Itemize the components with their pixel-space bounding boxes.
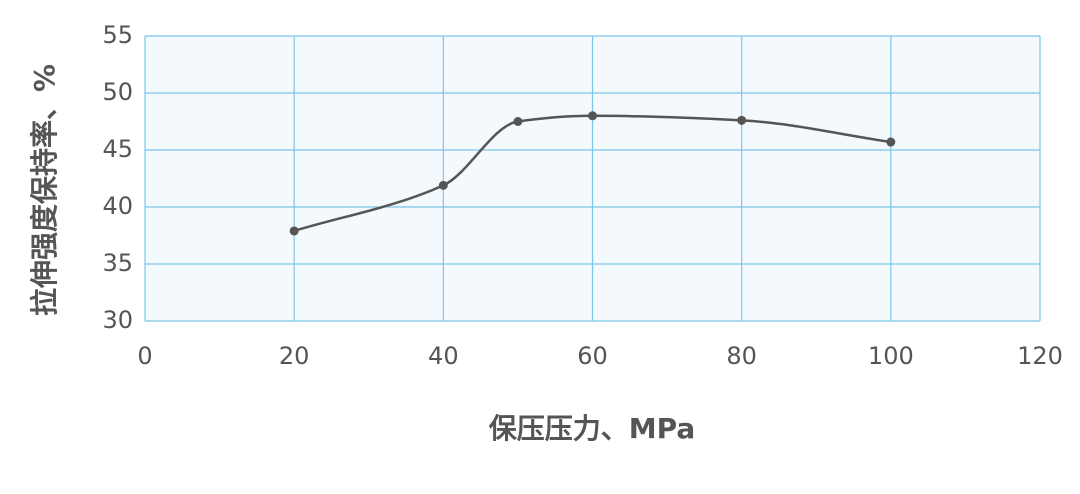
- x-tick-label: 20: [279, 342, 310, 370]
- y-tick-label: 45: [102, 135, 133, 163]
- x-tick-label: 60: [577, 342, 608, 370]
- x-axis-title: 保压压力、MPa: [489, 412, 696, 445]
- x-tick-label: 80: [726, 342, 757, 370]
- x-tick-label: 120: [1017, 342, 1063, 370]
- y-tick-label: 50: [102, 78, 133, 106]
- y-tick-label: 55: [102, 21, 133, 49]
- y-tick-label: 40: [102, 192, 133, 220]
- data-point: [289, 226, 299, 236]
- y-axis-title: 拉伸强度保持率、%: [28, 64, 61, 316]
- data-point: [588, 111, 597, 121]
- data-point: [513, 117, 523, 126]
- x-tick-label: 40: [428, 342, 459, 370]
- data-point: [886, 137, 896, 147]
- data-point: [737, 115, 747, 125]
- x-tick-label: 0: [137, 342, 152, 370]
- data-point: [438, 180, 448, 190]
- y-tick-label: 30: [102, 306, 133, 334]
- y-tick-label: 35: [102, 249, 133, 277]
- x-tick-label: 100: [868, 342, 914, 370]
- data-line: [293, 114, 892, 233]
